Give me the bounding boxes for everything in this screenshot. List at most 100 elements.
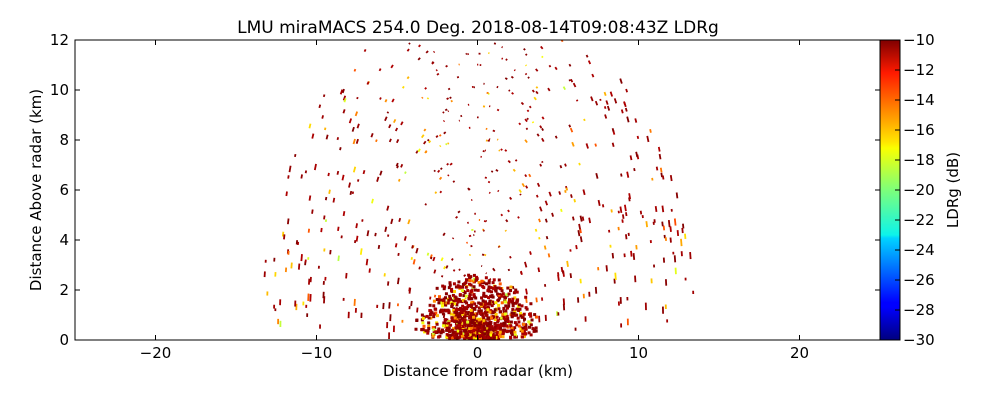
ldr-cell <box>509 320 513 324</box>
ldr-echo <box>504 229 507 232</box>
ldr-echo <box>605 265 608 272</box>
ldr-echo <box>497 189 500 193</box>
ldr-echo <box>541 137 545 143</box>
ldr-echo <box>450 99 453 103</box>
ldr-echo <box>635 151 639 158</box>
ldr-cell <box>469 290 473 294</box>
ldr-echo <box>446 97 450 101</box>
ldr-echo <box>396 165 399 169</box>
ldr-echo <box>564 163 567 167</box>
ldr-cell <box>522 335 526 339</box>
ldr-cell <box>468 316 472 320</box>
ldr-cell <box>458 299 462 303</box>
ldr-cell <box>523 317 527 321</box>
ldr-echo <box>366 230 370 237</box>
ldr-echo <box>613 98 618 104</box>
ldr-cell <box>486 308 490 312</box>
ldr-echo <box>535 68 539 72</box>
ldr-echo <box>639 210 643 215</box>
ldr-echo <box>328 189 331 194</box>
ldr-echo <box>321 115 324 119</box>
ldr-echo <box>629 155 633 161</box>
ldr-echo <box>490 170 494 173</box>
ldr-cell <box>489 316 493 320</box>
ldr-echo <box>397 252 400 257</box>
ldr-echo <box>447 174 450 177</box>
ldr-echo <box>418 266 421 270</box>
ldr-echo <box>412 259 416 265</box>
ldr-cell <box>490 295 494 299</box>
ldr-echo <box>551 212 554 217</box>
ldr-cell <box>470 326 474 330</box>
ldr-cell <box>463 337 467 340</box>
ldr-echo <box>680 238 683 247</box>
ldr-echo <box>620 109 624 114</box>
ldr-echo <box>424 86 428 90</box>
ldr-echo <box>401 85 405 89</box>
ldr-cell <box>461 334 465 338</box>
ldr-cell <box>447 309 451 313</box>
ldr-cell <box>475 319 479 323</box>
ldr-cell <box>507 329 511 333</box>
ldr-echo <box>620 173 623 177</box>
ldr-echo <box>582 189 586 196</box>
ldr-echo <box>565 187 568 191</box>
ldr-cell <box>527 331 531 335</box>
ldr-cell <box>499 287 503 291</box>
x-tick-label: 20 <box>790 344 809 362</box>
ldr-cell <box>462 309 466 313</box>
ldr-cell <box>468 333 472 337</box>
colorbar-tick-label: −30 <box>903 331 935 349</box>
ldr-echo <box>438 176 443 180</box>
ldr-cell <box>435 314 439 318</box>
ldr-echo <box>363 48 367 53</box>
ldr-echo <box>417 148 421 153</box>
ldr-cell <box>451 333 455 337</box>
ldr-echo <box>492 267 496 272</box>
ldr-cell <box>437 301 441 305</box>
ldr-cell <box>516 298 520 302</box>
ldr-data-layer <box>263 40 695 340</box>
ldr-cell <box>468 276 472 280</box>
ldr-cell <box>513 330 517 334</box>
ldr-cell <box>497 323 501 327</box>
ldr-echo <box>466 241 469 244</box>
x-tick-label: 0 <box>473 344 483 362</box>
ldr-echo <box>539 163 543 167</box>
ldr-cell <box>466 312 470 316</box>
ldr-echo <box>571 141 575 147</box>
ldr-cell <box>443 323 447 327</box>
ldr-cell <box>478 335 482 339</box>
ldr-echo <box>524 118 528 123</box>
ldr-echo <box>320 227 323 233</box>
ldr-cell <box>491 286 495 290</box>
ldr-cell <box>459 315 463 319</box>
colorbar-tick-label: −16 <box>903 121 935 139</box>
ldr-echo <box>507 268 511 272</box>
ldr-echo <box>525 185 529 189</box>
ldr-cell <box>475 275 479 279</box>
ldr-cell <box>428 303 432 307</box>
ldr-echo <box>646 135 650 143</box>
ldr-echo <box>283 234 286 240</box>
colorbar-ticks: −10 −12 −14 −16 −18 −20 −22 −24 −26 −28 −30 <box>895 31 935 349</box>
ldr-echo <box>579 229 582 234</box>
ldr-echo <box>394 127 399 132</box>
ldr-cell <box>449 323 453 327</box>
colorbar-tick-label: −12 <box>903 61 935 79</box>
ldr-cell <box>524 327 528 331</box>
ldr-cell <box>477 281 481 285</box>
ldr-cell <box>510 327 514 331</box>
ldr-cell <box>485 313 489 317</box>
ldr-echo <box>614 272 617 280</box>
ldr-echo <box>394 243 398 248</box>
ldr-cell <box>461 324 465 328</box>
ldr-echo <box>436 72 440 76</box>
ldr-echo <box>410 300 413 307</box>
ldr-cell <box>482 281 486 285</box>
ldr-cell <box>439 331 443 335</box>
ldr-cell <box>466 320 470 324</box>
ldr-cell <box>482 286 486 290</box>
ldr-cell <box>507 292 511 296</box>
ldr-cell <box>475 312 479 316</box>
